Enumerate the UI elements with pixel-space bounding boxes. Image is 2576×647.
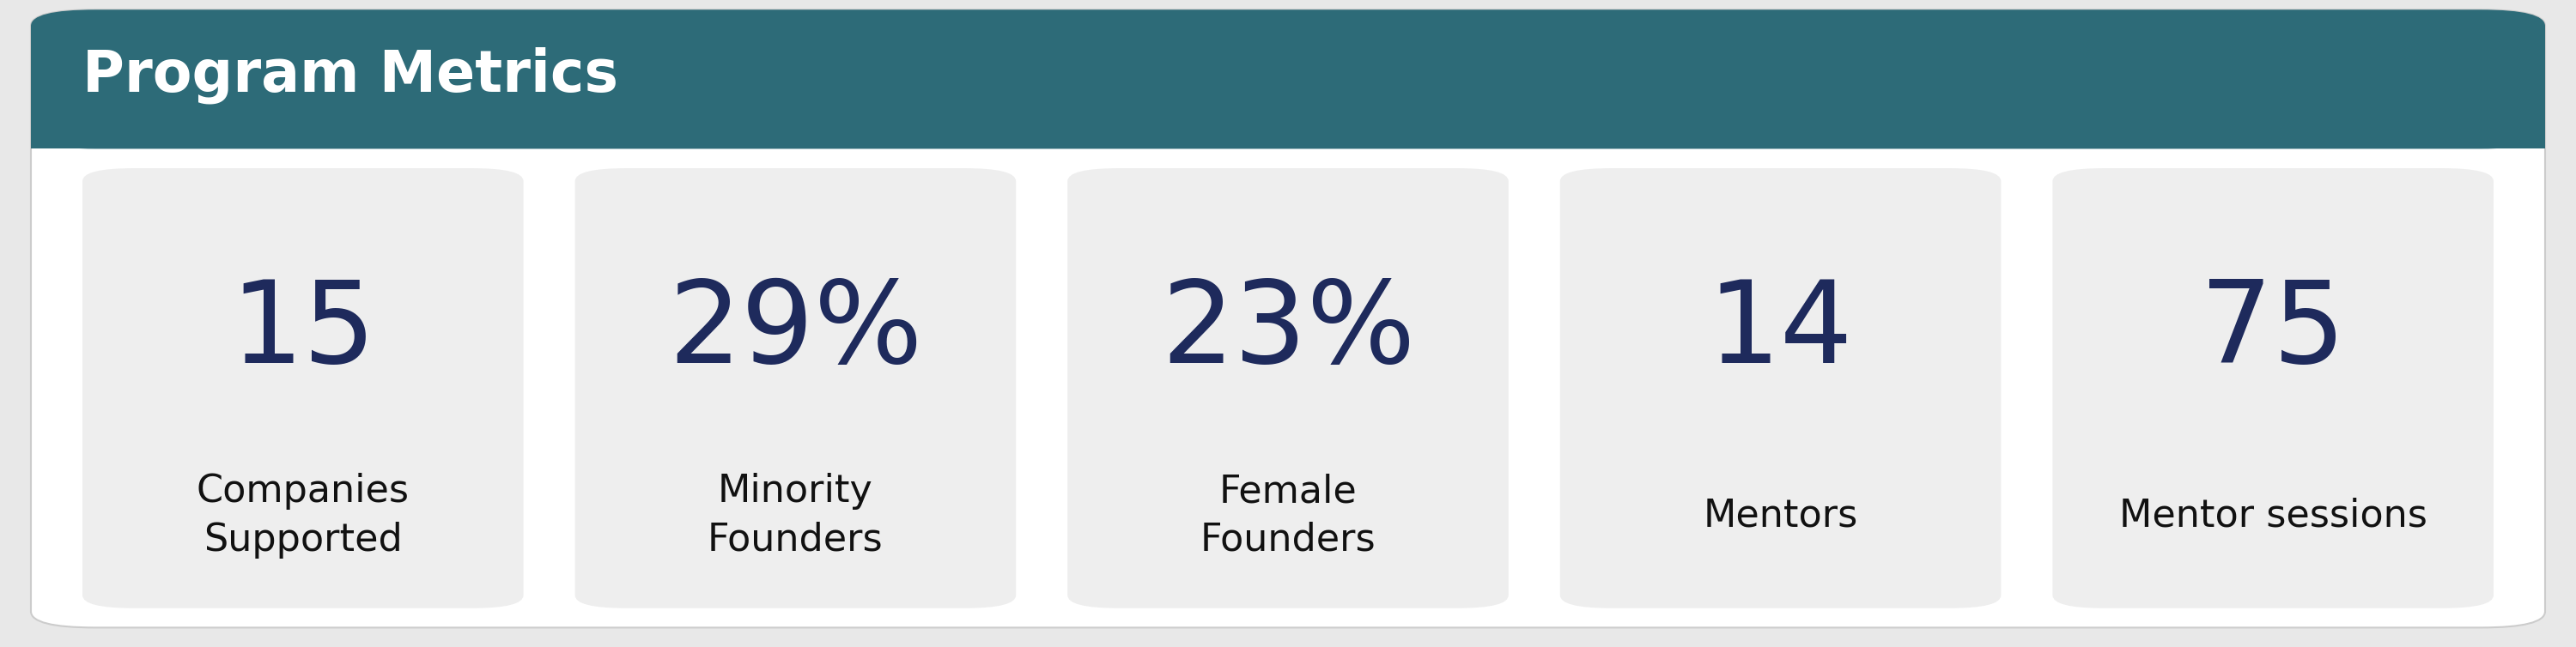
- Text: Mentors: Mentors: [1703, 498, 1857, 534]
- FancyBboxPatch shape: [574, 168, 1015, 608]
- FancyBboxPatch shape: [31, 78, 2545, 149]
- FancyBboxPatch shape: [31, 10, 2545, 149]
- Text: Mentor sessions: Mentor sessions: [2120, 498, 2427, 534]
- Text: Female
Founders: Female Founders: [1200, 473, 1376, 558]
- Text: Minority
Founders: Minority Founders: [708, 473, 884, 558]
- Text: 15: 15: [229, 275, 376, 387]
- FancyBboxPatch shape: [1561, 168, 2002, 608]
- FancyBboxPatch shape: [82, 168, 523, 608]
- FancyBboxPatch shape: [1066, 168, 1510, 608]
- Text: Companies
Supported: Companies Supported: [196, 473, 410, 558]
- Text: 29%: 29%: [667, 275, 922, 387]
- FancyBboxPatch shape: [31, 10, 2545, 628]
- Text: 14: 14: [1708, 275, 1852, 387]
- Text: Program Metrics: Program Metrics: [82, 47, 618, 104]
- Text: 75: 75: [2200, 275, 2347, 387]
- FancyBboxPatch shape: [2053, 168, 2494, 608]
- Text: 23%: 23%: [1162, 275, 1414, 387]
